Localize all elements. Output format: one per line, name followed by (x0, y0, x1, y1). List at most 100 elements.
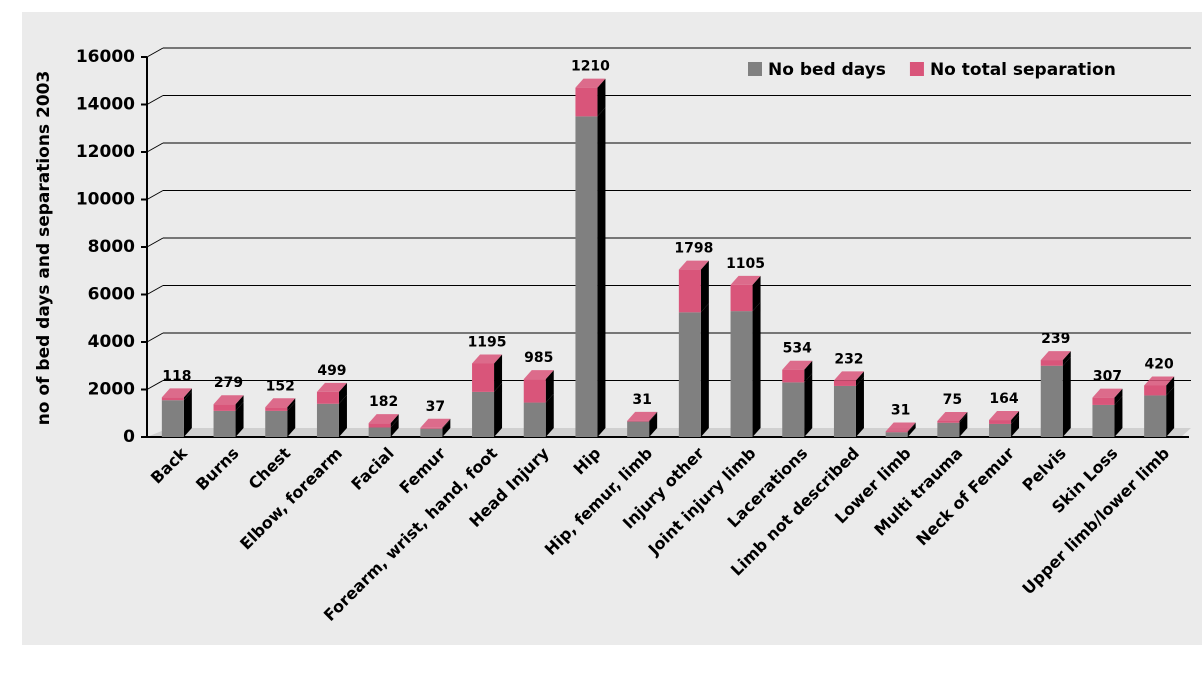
bar-side (1166, 386, 1175, 437)
bar-side (545, 370, 554, 403)
bar (833, 385, 856, 437)
bar-side (597, 107, 606, 437)
bar (1144, 385, 1167, 396)
bar-top (523, 370, 554, 380)
bar-top (1092, 388, 1123, 398)
bar (265, 410, 288, 437)
bar-side (235, 395, 244, 411)
value-label: 985 (524, 350, 553, 366)
bar-top (368, 414, 399, 424)
y-axis-title: no of bed days and separations 2003 (34, 71, 54, 426)
bar-side (1114, 388, 1123, 405)
bar (989, 423, 1012, 437)
bar-top (678, 260, 709, 270)
value-label: 31 (632, 392, 651, 408)
bar (161, 397, 184, 401)
floor (147, 428, 1191, 437)
bar-side (597, 78, 606, 117)
bar (885, 431, 908, 433)
bar (1040, 360, 1063, 366)
bar-side (235, 401, 244, 437)
bar-side (752, 275, 761, 312)
bar-side (494, 382, 503, 437)
bar-top (575, 78, 606, 88)
bar-side (700, 303, 709, 437)
bar-top (989, 411, 1020, 421)
bar-side (390, 418, 399, 437)
value-label: 152 (266, 378, 295, 394)
bar-side (494, 354, 503, 392)
bar-top (1040, 351, 1071, 361)
bar-side (907, 422, 916, 433)
bar-top (782, 360, 813, 370)
bar-top (833, 371, 864, 381)
y-tick-label: 6000 (88, 285, 135, 305)
value-label: 420 (1145, 356, 1174, 372)
bar-side (442, 419, 451, 437)
bar-side (183, 388, 192, 401)
value-label: 1798 (674, 241, 713, 257)
y-tick-label: 12000 (76, 142, 135, 162)
bar (420, 427, 443, 429)
grid-line (146, 47, 164, 58)
bar-top (472, 354, 503, 364)
grid-line (146, 237, 164, 248)
bar (316, 391, 339, 404)
bar (472, 363, 495, 392)
grid-line (146, 285, 164, 295)
legend-swatch (748, 62, 762, 76)
bar (782, 369, 805, 383)
bar (989, 420, 1012, 424)
value-label: 182 (369, 394, 398, 410)
bar-side (649, 411, 658, 422)
value-label: 1105 (726, 256, 765, 272)
bar (368, 427, 391, 437)
value-label: 1195 (468, 334, 507, 350)
bar (213, 410, 236, 437)
bar (678, 269, 701, 313)
bar-side (183, 391, 192, 437)
bar (1144, 395, 1167, 437)
bar-top (420, 418, 451, 428)
bar (627, 420, 650, 422)
bar-top (161, 388, 192, 398)
y-tick-label: 8000 (88, 237, 135, 257)
bar (627, 421, 650, 437)
value-label: 279 (214, 375, 243, 391)
value-label: 164 (989, 391, 1018, 407)
bar-top (937, 411, 968, 421)
legend-swatch (909, 62, 924, 76)
bar-side (338, 394, 347, 437)
bar (730, 284, 753, 312)
bar-side (442, 418, 451, 429)
bar (730, 311, 753, 437)
bar (678, 312, 701, 437)
grid-line (146, 95, 164, 105)
bar (937, 422, 960, 437)
bar-side (338, 382, 347, 404)
bar (833, 380, 856, 386)
grid-line (146, 332, 164, 343)
bar-side (804, 360, 813, 383)
bar-side (804, 373, 813, 437)
bar (265, 407, 288, 411)
bar-top (316, 382, 347, 392)
bar (1040, 365, 1063, 437)
bar-top (885, 422, 916, 432)
bar (575, 116, 598, 437)
value-label: 239 (1041, 331, 1070, 347)
bar-top (730, 275, 761, 285)
bar (472, 391, 495, 437)
legend-label: No total separation (930, 60, 1116, 80)
bar-side (907, 423, 916, 437)
bar-top (265, 398, 296, 408)
value-label: 499 (317, 363, 346, 379)
bar (213, 404, 236, 411)
bar-side (1011, 411, 1020, 424)
bar (1092, 404, 1115, 437)
bar-side (1114, 395, 1123, 437)
bar-side (700, 260, 709, 313)
bar-side (287, 401, 296, 437)
bar-side (959, 411, 968, 423)
